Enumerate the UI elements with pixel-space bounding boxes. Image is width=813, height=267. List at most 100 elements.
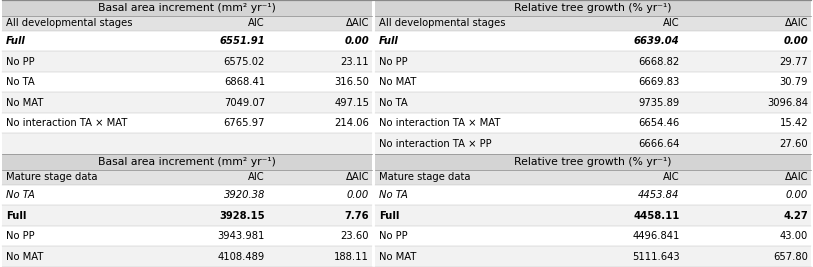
Text: AIC: AIC	[249, 18, 265, 28]
Bar	[2, 0, 372, 16]
Text: 6639.04: 6639.04	[634, 36, 680, 46]
Text: No TA: No TA	[379, 190, 408, 200]
Text: 4.27: 4.27	[784, 211, 808, 221]
Bar	[2, 72, 372, 92]
Text: No MAT: No MAT	[6, 252, 43, 262]
Text: AIC: AIC	[663, 18, 680, 28]
Bar	[375, 92, 811, 113]
Text: 43.00: 43.00	[780, 231, 808, 241]
Text: Mature stage data: Mature stage data	[379, 172, 471, 182]
Text: ΔAIC: ΔAIC	[346, 172, 369, 182]
Text: All developmental stages: All developmental stages	[379, 18, 506, 28]
Text: 4496.841: 4496.841	[633, 231, 680, 241]
Text: No PP: No PP	[379, 57, 407, 66]
Bar	[2, 51, 372, 72]
Text: ΔAIC: ΔAIC	[346, 18, 369, 28]
Bar	[2, 205, 372, 226]
Text: 6668.82: 6668.82	[638, 57, 680, 66]
Text: 29.77: 29.77	[780, 57, 808, 66]
Text: 6575.02: 6575.02	[224, 57, 265, 66]
Text: No PP: No PP	[6, 231, 34, 241]
Text: 497.15: 497.15	[334, 98, 369, 108]
Text: 23.60: 23.60	[341, 231, 369, 241]
Bar	[375, 154, 811, 170]
Text: 0.00: 0.00	[347, 190, 369, 200]
Bar	[2, 185, 372, 205]
Text: Full: Full	[379, 36, 398, 46]
Text: No MAT: No MAT	[6, 98, 43, 108]
Bar	[2, 134, 372, 154]
Bar	[375, 72, 811, 92]
Text: 9735.89: 9735.89	[638, 98, 680, 108]
Text: No MAT: No MAT	[379, 77, 416, 87]
Text: 7049.07: 7049.07	[224, 98, 265, 108]
Text: 23.11: 23.11	[341, 57, 369, 66]
Text: No TA: No TA	[6, 77, 34, 87]
Text: 3928.15: 3928.15	[220, 211, 265, 221]
Text: 4453.84: 4453.84	[638, 190, 680, 200]
Text: 6654.46: 6654.46	[638, 118, 680, 128]
Text: 6868.41: 6868.41	[224, 77, 265, 87]
Text: 188.11: 188.11	[334, 252, 369, 262]
Text: 6669.83: 6669.83	[638, 77, 680, 87]
Text: No TA: No TA	[6, 190, 35, 200]
Bar	[375, 226, 811, 246]
Bar	[2, 113, 372, 134]
Bar	[375, 205, 811, 226]
Bar	[2, 246, 372, 267]
Text: 4108.489: 4108.489	[218, 252, 265, 262]
Bar	[375, 16, 811, 31]
Text: Full: Full	[6, 36, 25, 46]
Text: 6666.64: 6666.64	[638, 139, 680, 149]
Text: Basal area increment (mm² yr⁻¹): Basal area increment (mm² yr⁻¹)	[98, 157, 276, 167]
Bar	[2, 31, 372, 51]
Text: AIC: AIC	[663, 172, 680, 182]
Text: 5111.643: 5111.643	[632, 252, 680, 262]
Text: All developmental stages: All developmental stages	[6, 18, 133, 28]
Text: 3943.981: 3943.981	[218, 231, 265, 241]
Bar	[2, 170, 372, 185]
Text: 0.00: 0.00	[786, 190, 808, 200]
Text: 30.79: 30.79	[780, 77, 808, 87]
Text: 6765.97: 6765.97	[224, 118, 265, 128]
Text: 3096.84: 3096.84	[767, 98, 808, 108]
Bar	[2, 92, 372, 113]
Text: No TA: No TA	[379, 98, 407, 108]
Bar	[375, 0, 811, 16]
Text: No PP: No PP	[379, 231, 407, 241]
Text: ΔAIC: ΔAIC	[785, 18, 808, 28]
Bar	[375, 185, 811, 205]
Text: AIC: AIC	[249, 172, 265, 182]
Text: Full: Full	[6, 211, 26, 221]
Bar	[375, 51, 811, 72]
Text: 0.00: 0.00	[784, 36, 808, 46]
Bar	[375, 170, 811, 185]
Bar	[2, 16, 372, 31]
Text: 7.76: 7.76	[345, 211, 369, 221]
Text: 316.50: 316.50	[334, 77, 369, 87]
Text: 6551.91: 6551.91	[220, 36, 265, 46]
Text: Relative tree growth (% yr⁻¹): Relative tree growth (% yr⁻¹)	[515, 3, 672, 13]
Text: Full: Full	[379, 211, 399, 221]
Text: No interaction TA × MAT: No interaction TA × MAT	[6, 118, 127, 128]
Bar	[2, 154, 372, 170]
Text: 15.42: 15.42	[780, 118, 808, 128]
Text: No interaction TA × MAT: No interaction TA × MAT	[379, 118, 500, 128]
Text: No MAT: No MAT	[379, 252, 416, 262]
Text: 214.06: 214.06	[334, 118, 369, 128]
Text: Mature stage data: Mature stage data	[6, 172, 98, 182]
Text: Relative tree growth (% yr⁻¹): Relative tree growth (% yr⁻¹)	[515, 157, 672, 167]
Bar	[375, 113, 811, 134]
Text: ΔAIC: ΔAIC	[785, 172, 808, 182]
Text: Basal area increment (mm² yr⁻¹): Basal area increment (mm² yr⁻¹)	[98, 3, 276, 13]
Bar	[375, 31, 811, 51]
Text: 27.60: 27.60	[780, 139, 808, 149]
Text: 657.80: 657.80	[773, 252, 808, 262]
Text: No PP: No PP	[6, 57, 34, 66]
Text: 3920.38: 3920.38	[224, 190, 265, 200]
Text: 4458.11: 4458.11	[633, 211, 680, 221]
Bar	[375, 246, 811, 267]
Text: No interaction TA × PP: No interaction TA × PP	[379, 139, 492, 149]
Bar	[375, 134, 811, 154]
Text: 0.00: 0.00	[345, 36, 369, 46]
